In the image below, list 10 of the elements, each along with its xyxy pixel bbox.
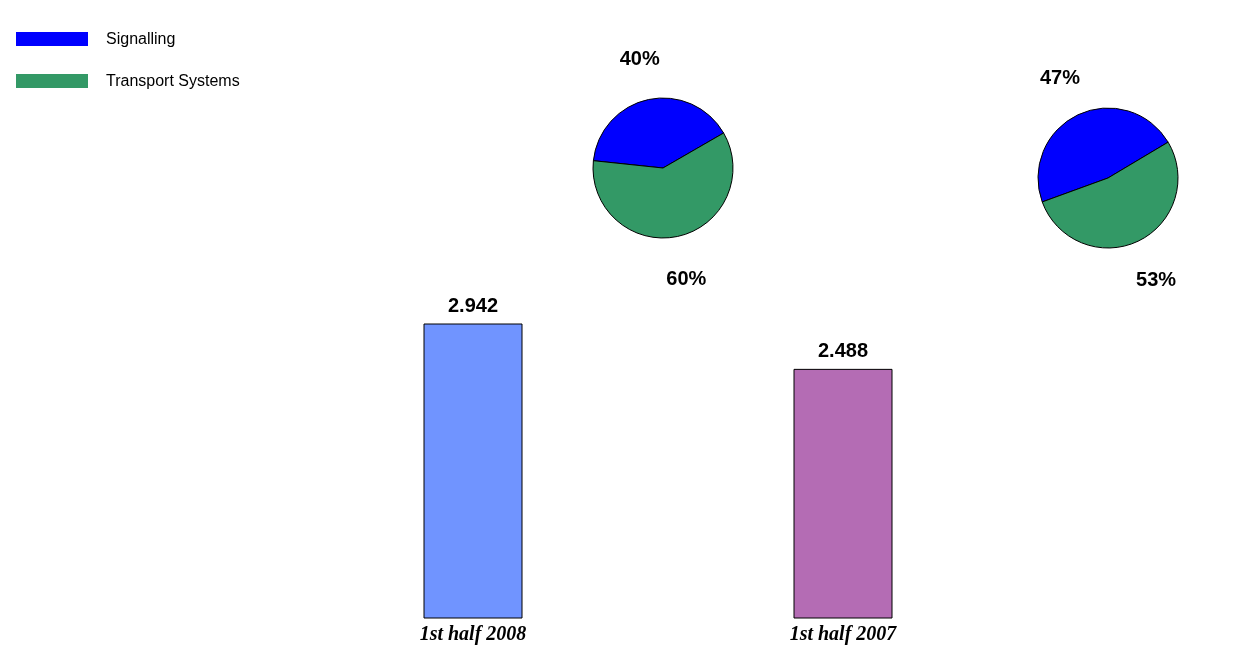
legend-label: Signalling <box>106 30 176 48</box>
data-label: 53% <box>1136 268 1177 291</box>
data-label: 2.488 <box>817 339 869 362</box>
x-tick-label: 1st half 2008 <box>419 622 527 646</box>
data-label: 40% <box>619 47 660 70</box>
legend-label: Transport Systems <box>106 72 240 90</box>
data-label: 60% <box>666 266 707 289</box>
data-label: 2.942 <box>447 294 499 316</box>
data-label: 47% <box>1039 65 1081 88</box>
x-tick-label: 1st half 2007 <box>789 622 898 646</box>
